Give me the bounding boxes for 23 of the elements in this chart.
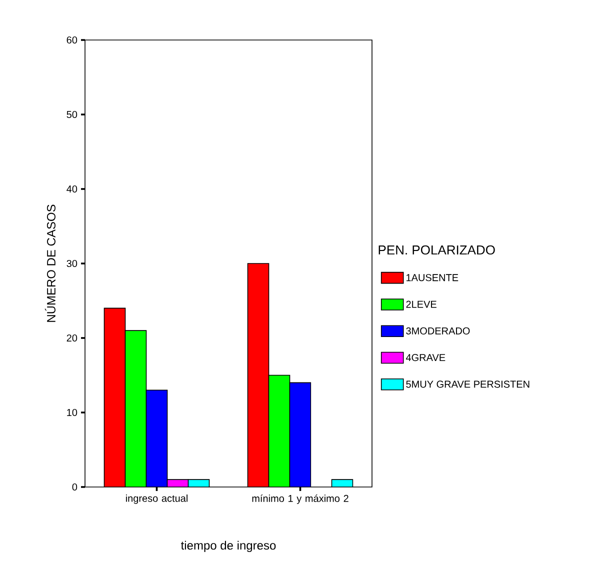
- legend-label: 5MUY GRAVE PERSISTEN: [406, 380, 530, 388]
- x-tick-label: ingreso actual: [126, 494, 188, 504]
- x-axis-title: tiempo de ingreso: [180, 540, 276, 552]
- bar: [289, 382, 312, 487]
- bar: [124, 330, 147, 487]
- y-axis-title: NÚMERO DE CASOS: [44, 204, 56, 322]
- y-tick-label: 50: [66, 110, 78, 118]
- bar: [247, 263, 270, 487]
- legend-label: 3MODERADO: [406, 327, 470, 334]
- bar: [104, 308, 126, 487]
- x-tick-label: mínimo 1 y máximo 2: [252, 494, 348, 504]
- y-tick-label: 30: [66, 260, 78, 268]
- legend-label: 4GRAVE: [406, 354, 446, 362]
- y-tick-label: 40: [66, 185, 78, 193]
- y-tick-label: 60: [66, 36, 78, 44]
- y-tick-label: 0: [72, 483, 78, 491]
- y-tick-label: 20: [66, 334, 78, 342]
- legend-label: 2LEVE: [406, 300, 436, 308]
- y-tick-label: 10: [67, 408, 78, 416]
- bar: [146, 390, 168, 487]
- legend-label: 1AUSENTE: [406, 274, 458, 282]
- legend-title: PEN. POLARIZADO: [378, 245, 495, 255]
- bar: [268, 374, 290, 487]
